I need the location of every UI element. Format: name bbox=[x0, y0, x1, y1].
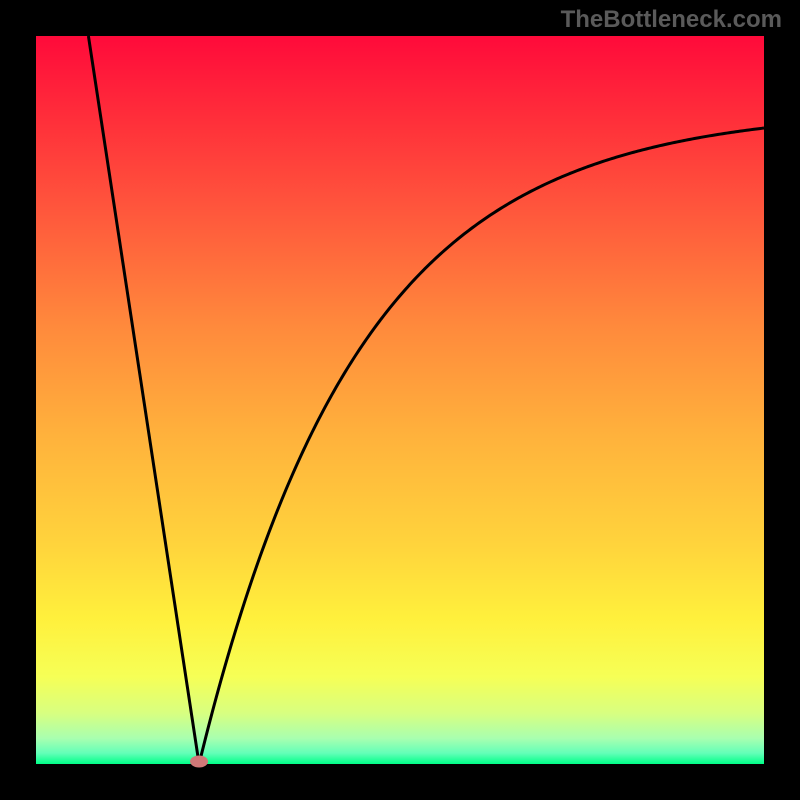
chart-svg bbox=[0, 0, 800, 800]
chart-stage: { "canvas": { "width": 800, "height": 80… bbox=[0, 0, 800, 800]
vertex-marker bbox=[190, 755, 208, 767]
